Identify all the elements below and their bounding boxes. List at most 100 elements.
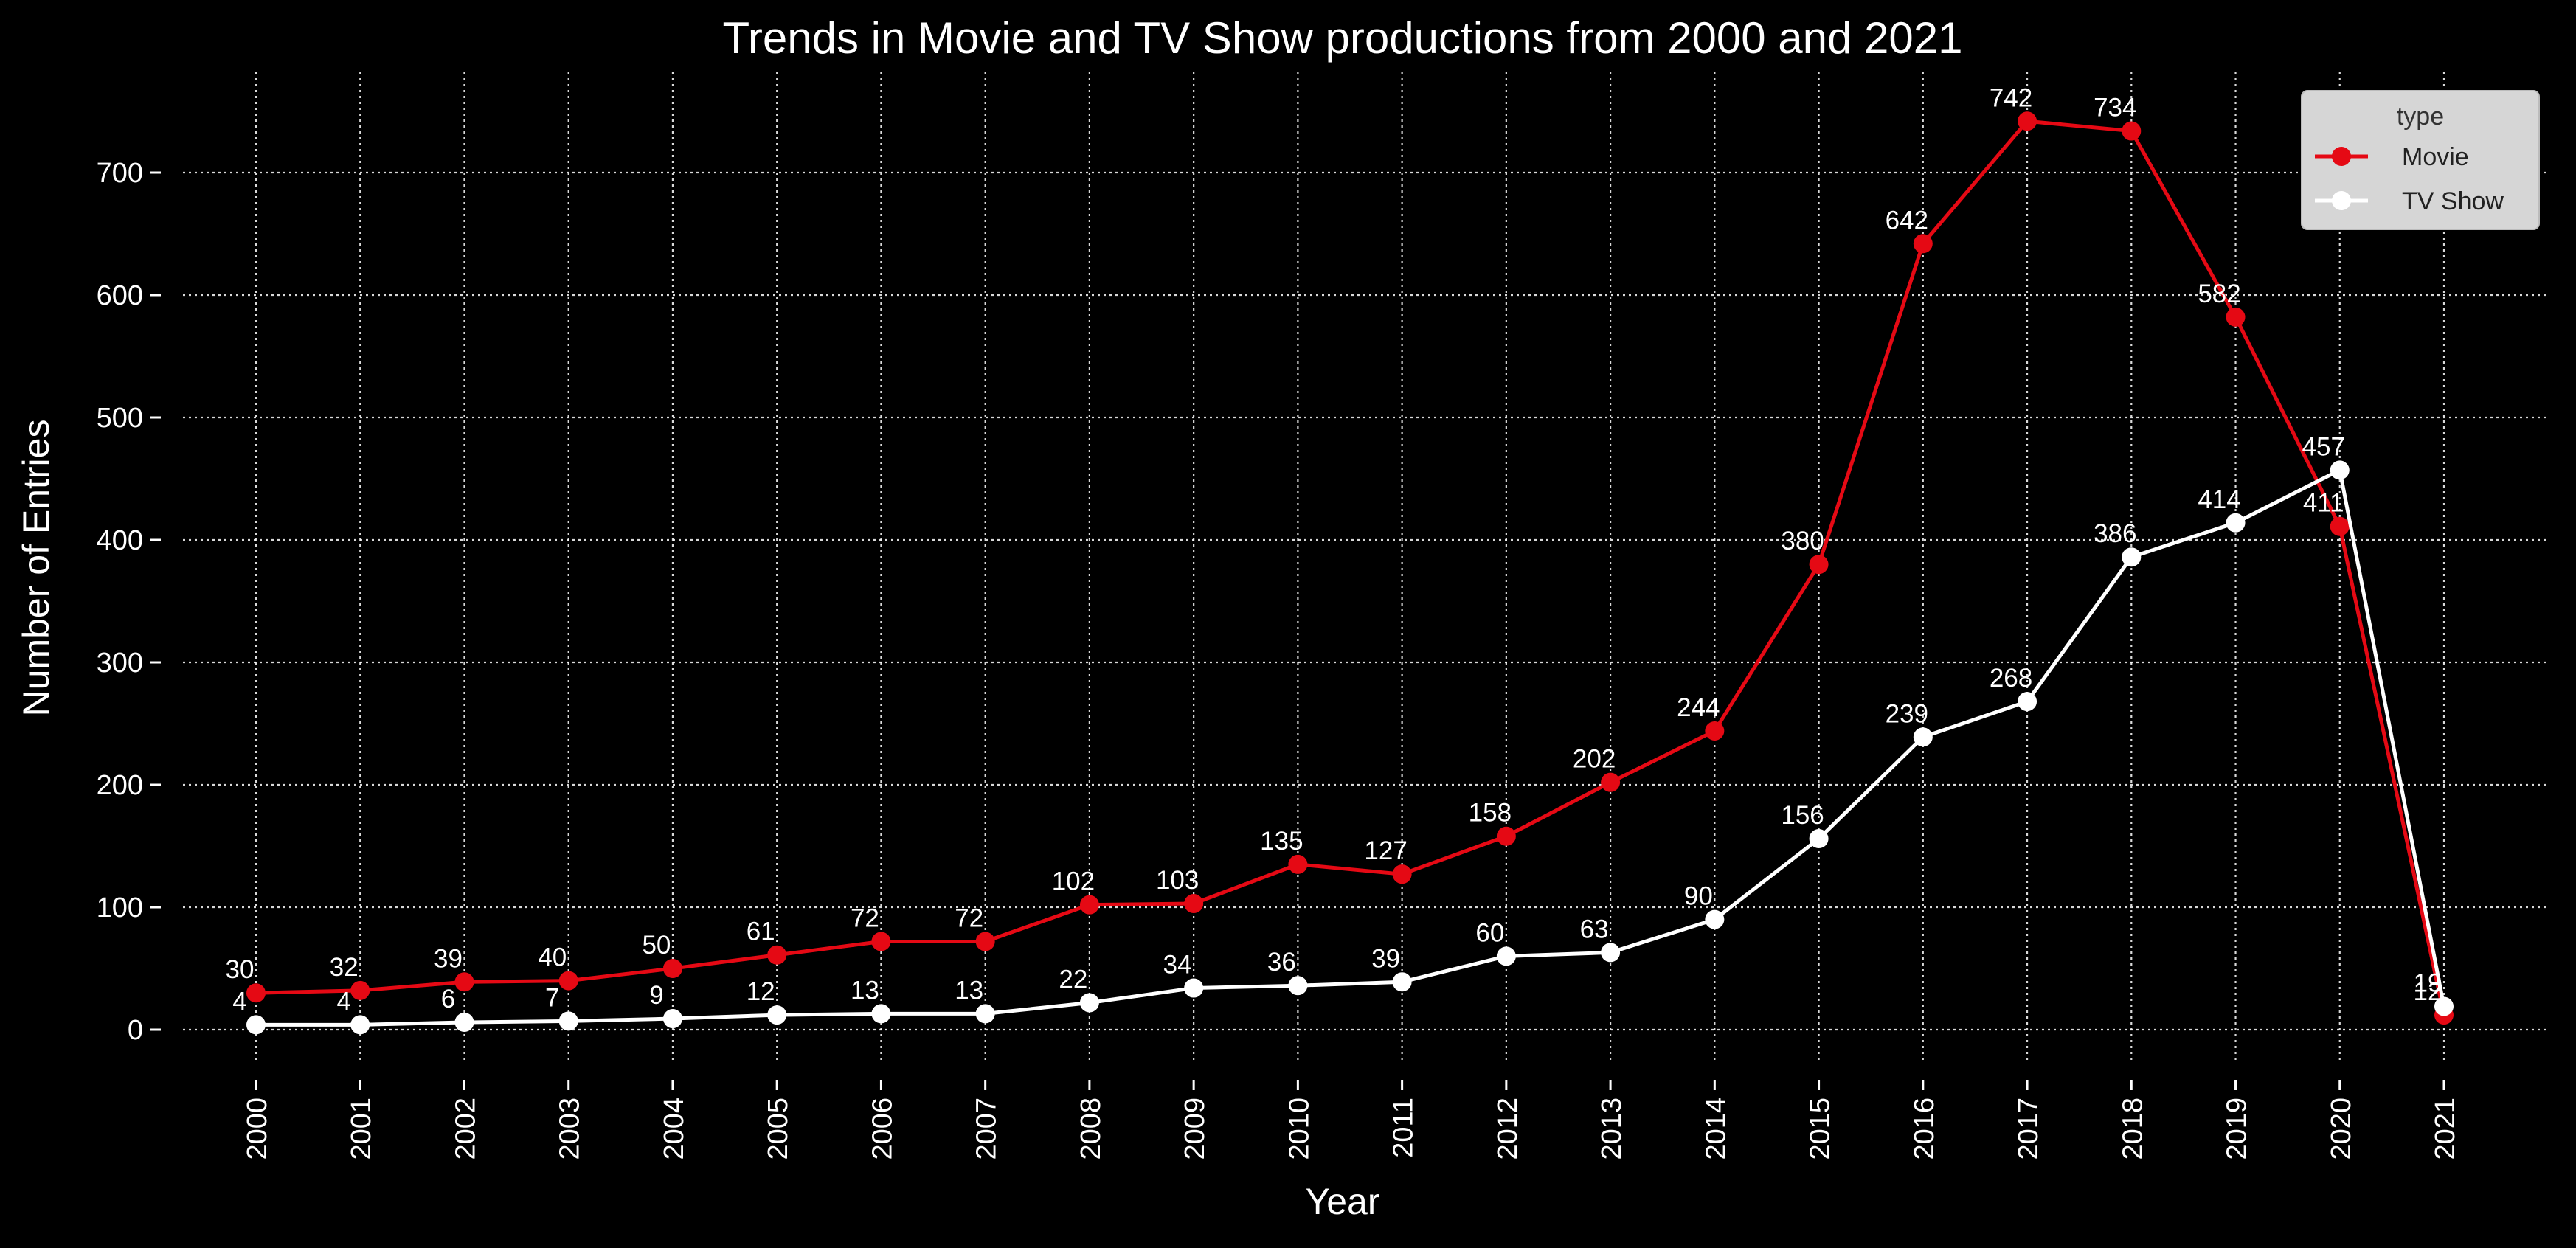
data-label-tv-show-2015: 156 xyxy=(1781,801,1824,830)
data-label-movie-2009: 103 xyxy=(1156,866,1199,895)
data-label-movie-2001: 32 xyxy=(330,953,359,982)
data-label-tv-show-2004: 9 xyxy=(649,981,663,1010)
point-tv-show-2016 xyxy=(1913,727,1933,747)
data-label-tv-show-2019: 414 xyxy=(2198,485,2240,514)
data-label-tv-show-2017: 268 xyxy=(1990,664,2032,693)
series-line-movie xyxy=(255,119,2446,1016)
x-tick-label-2007: 2007 xyxy=(972,1098,1003,1160)
data-label-movie-2015: 380 xyxy=(1781,527,1824,555)
point-tv-show-2003 xyxy=(558,1011,578,1031)
x-tick-label-2020: 2020 xyxy=(2326,1098,2357,1160)
point-tv-show-2002 xyxy=(454,1013,474,1033)
series-tv-show xyxy=(246,460,2454,1035)
data-label-movie-2014: 244 xyxy=(1677,693,1720,722)
data-label-movie-2017: 742 xyxy=(1990,83,2032,112)
x-tick-label-2011: 2011 xyxy=(1388,1098,1419,1158)
series-movie xyxy=(246,111,2454,1025)
data-label-movie-2000: 30 xyxy=(226,955,255,984)
data-label-tv-show-2020: 457 xyxy=(2302,432,2345,461)
point-movie-2014 xyxy=(1705,721,1725,741)
point-movie-2016 xyxy=(1913,234,1933,254)
x-tick-label-2008: 2008 xyxy=(1076,1098,1107,1160)
y-tick-label-600: 600 xyxy=(97,280,143,311)
x-tick-label-2013: 2013 xyxy=(1596,1098,1627,1160)
data-label-tv-show-2010: 36 xyxy=(1267,948,1296,977)
x-tick-label-2017: 2017 xyxy=(2013,1098,2044,1160)
y-tick-label-300: 300 xyxy=(97,648,143,679)
data-label-tv-show-2002: 6 xyxy=(441,985,455,1013)
y-tick-label-500: 500 xyxy=(97,403,143,434)
data-label-tv-show-2014: 90 xyxy=(1684,882,1713,911)
point-tv-show-2007 xyxy=(975,1004,995,1024)
y-tick-label-700: 700 xyxy=(97,158,143,189)
x-axis-title: Year xyxy=(1305,1181,1379,1222)
data-label-movie-2013: 202 xyxy=(1573,745,1616,774)
data-label-movie-2016: 642 xyxy=(1886,206,1928,235)
data-label-tv-show-2016: 239 xyxy=(1886,699,1928,728)
chart-title: Trends in Movie and TV Show productions … xyxy=(723,13,1963,63)
point-movie-2010 xyxy=(1288,854,1308,874)
point-tv-show-2010 xyxy=(1288,976,1308,996)
point-tv-show-2004 xyxy=(662,1009,682,1029)
axis-ticks: 0 100 200 300 400 500 600 700 2000 2001 2002 2003 20… xyxy=(97,158,2461,1160)
y-tick-label-100: 100 xyxy=(97,892,143,923)
legend-marker-tv-show xyxy=(2332,191,2351,210)
y-tick-label-200: 200 xyxy=(97,770,143,801)
point-movie-2007 xyxy=(975,932,995,951)
x-tick-label-2005: 2005 xyxy=(763,1098,794,1160)
point-movie-2006 xyxy=(871,932,891,951)
point-movie-2017 xyxy=(2018,111,2037,131)
legend-label-movie: Movie xyxy=(2402,143,2469,171)
point-movie-2009 xyxy=(1184,894,1204,914)
x-tick-label-2016: 2016 xyxy=(1909,1098,1940,1160)
point-movie-2005 xyxy=(767,945,787,965)
x-tick-label-2006: 2006 xyxy=(867,1098,898,1160)
point-tv-show-2000 xyxy=(246,1015,266,1035)
data-label-movie-2019: 582 xyxy=(2198,280,2240,308)
point-movie-2013 xyxy=(1601,772,1621,792)
data-label-movie-2006: 72 xyxy=(851,904,879,932)
point-movie-2004 xyxy=(662,959,682,978)
point-tv-show-2006 xyxy=(871,1004,891,1024)
point-movie-2018 xyxy=(2122,121,2142,141)
point-movie-2011 xyxy=(1392,864,1412,884)
x-tick-label-2010: 2010 xyxy=(1284,1098,1315,1160)
point-tv-show-2018 xyxy=(2122,547,2142,567)
data-label-movie-2008: 102 xyxy=(1052,867,1095,896)
data-label-tv-show-2013: 63 xyxy=(1580,915,1609,943)
x-tick-label-2001: 2001 xyxy=(346,1098,377,1160)
point-tv-show-2005 xyxy=(767,1005,787,1025)
data-label-tv-show-2011: 39 xyxy=(1371,944,1400,973)
point-movie-2001 xyxy=(350,980,370,1000)
point-tv-show-2009 xyxy=(1184,978,1204,998)
data-label-tv-show-2021: 19 xyxy=(2414,968,2442,997)
legend: type Movie TV Show xyxy=(2301,90,2540,230)
data-label-tv-show-2001: 4 xyxy=(337,987,351,1016)
data-label-movie-2011: 127 xyxy=(1364,836,1407,865)
point-tv-show-2020 xyxy=(2330,460,2350,480)
point-tv-show-2008 xyxy=(1079,993,1099,1013)
point-tv-show-2001 xyxy=(350,1015,370,1035)
point-tv-show-2015 xyxy=(1809,829,1829,849)
x-tick-label-2012: 2012 xyxy=(1492,1098,1523,1160)
data-label-tv-show-2006: 13 xyxy=(851,976,879,1005)
y-axis-title: Number of Entries xyxy=(15,420,57,717)
data-label-movie-2003: 40 xyxy=(538,943,567,972)
data-label-tv-show-2012: 60 xyxy=(1475,918,1504,947)
data-label-tv-show-2018: 386 xyxy=(2094,519,2136,548)
point-movie-2008 xyxy=(1079,895,1099,915)
data-label-tv-show-2005: 12 xyxy=(747,977,775,1006)
x-tick-label-2000: 2000 xyxy=(242,1098,273,1160)
point-tv-show-2021 xyxy=(2434,996,2454,1016)
point-movie-2015 xyxy=(1809,555,1829,575)
data-label-movie-2007: 72 xyxy=(955,904,983,932)
data-label-tv-show-2008: 22 xyxy=(1059,965,1087,994)
grid xyxy=(183,72,2549,1062)
y-tick-label-400: 400 xyxy=(97,525,143,556)
point-tv-show-2019 xyxy=(2226,513,2246,533)
x-tick-label-2018: 2018 xyxy=(2117,1098,2148,1160)
data-label-movie-2010: 135 xyxy=(1260,827,1303,856)
legend-marker-movie xyxy=(2332,147,2351,166)
